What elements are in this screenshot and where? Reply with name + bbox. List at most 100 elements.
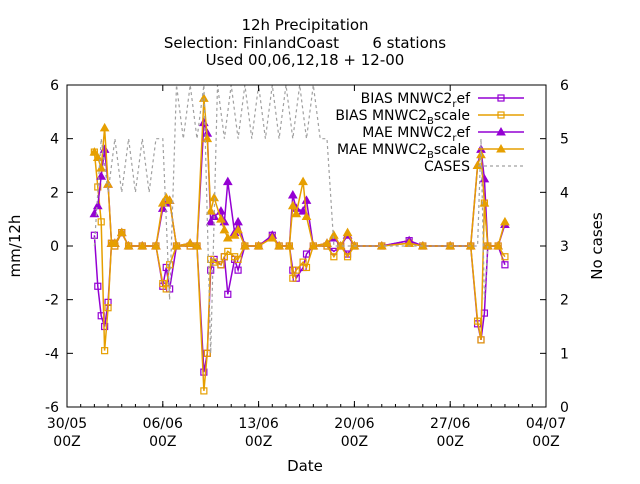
x-tick-label-hour: 00Z <box>245 434 272 450</box>
y2-tick-label: 2 <box>560 293 569 309</box>
data-point <box>302 263 311 272</box>
data-point <box>222 232 233 242</box>
data-point <box>292 266 300 274</box>
data-point <box>192 240 202 250</box>
y-tick-label: 6 <box>50 78 59 94</box>
x-tick-label-date: 04/07 <box>526 416 566 432</box>
chart-title: 12h Precipitation Selection: FinlandCoas… <box>164 16 446 69</box>
x-tick-label-date: 13/06 <box>238 416 278 432</box>
y-tick-label: -4 <box>45 346 59 362</box>
data-point <box>203 349 211 357</box>
data-point <box>501 261 509 269</box>
y-axis-label: mm/12h <box>6 215 24 278</box>
y-tick-label: 4 <box>50 132 59 148</box>
y2-tick-label: 5 <box>560 132 569 148</box>
x-tick-label-hour: 00Z <box>53 434 80 450</box>
data-point <box>99 122 110 132</box>
x-tick-label-date: 27/06 <box>430 416 470 432</box>
data-point <box>500 216 510 226</box>
data-point <box>166 261 174 269</box>
series-line <box>93 98 506 248</box>
data-point <box>482 240 493 250</box>
data-point <box>137 240 148 250</box>
data-point <box>501 253 509 261</box>
data-point <box>222 176 233 186</box>
data-point <box>157 203 168 212</box>
x-tick-label-hour: 00Z <box>436 434 463 450</box>
title-line-1: 12h Precipitation <box>241 16 368 34</box>
data-point <box>217 261 225 269</box>
data-point <box>301 195 312 204</box>
data-point <box>219 224 230 234</box>
x-axis-label: Date <box>287 457 323 475</box>
data-point <box>229 230 240 239</box>
data-point <box>92 152 103 161</box>
series-line <box>93 230 506 373</box>
data-point <box>289 274 297 282</box>
data-point <box>253 240 264 250</box>
data-point <box>233 216 243 226</box>
data-point <box>157 198 168 207</box>
data-point <box>298 176 308 186</box>
x-tick-label-date: 30/05 <box>47 416 87 432</box>
data-point <box>234 255 242 264</box>
data-point <box>164 195 175 204</box>
title-line-2: Selection: FinlandCoast 6 stations <box>164 34 446 52</box>
data-point <box>477 336 485 344</box>
y-tick-label: 2 <box>50 185 59 201</box>
data-point <box>342 227 353 237</box>
data-point <box>171 240 182 250</box>
legend-entry: CASES <box>424 159 524 175</box>
data-point <box>298 206 308 215</box>
axes: -6 -4 -2 0 2 4 6 0 1 2 3 4 5 6 30/05 00Z 06/06 00Z 13/06 00… <box>45 78 569 450</box>
data-point <box>343 253 352 261</box>
x-tick-label-date: 20/06 <box>334 416 374 432</box>
legend-label: MAE MNWC2Bscale <box>337 142 470 161</box>
data-point <box>200 387 208 395</box>
data-point <box>322 238 332 247</box>
title-line-3: Used 00,06,12,18 + 12-00 <box>206 51 405 69</box>
data-point <box>473 317 482 325</box>
series-line <box>93 84 489 354</box>
series-cases <box>93 84 489 354</box>
data-point <box>101 347 109 355</box>
legend-marker <box>497 94 505 102</box>
data-point <box>267 232 278 242</box>
y-tick-label: -6 <box>45 400 59 416</box>
y2-axis-label: No cases <box>588 212 606 280</box>
data-point <box>104 304 112 312</box>
data-point <box>291 208 302 218</box>
x-tick-label-hour: 00Z <box>341 434 368 450</box>
data-point <box>224 247 232 255</box>
data-point <box>284 240 295 250</box>
legend-label: BIAS MNWC2Bscale <box>335 108 470 127</box>
legend-marker <box>496 143 506 153</box>
data-point <box>205 216 216 226</box>
data-point <box>301 211 312 220</box>
y2-tick-label: 4 <box>560 185 569 201</box>
data-point <box>151 240 161 250</box>
data-point <box>224 290 232 298</box>
data-point <box>89 147 100 156</box>
data-point <box>330 253 338 261</box>
legend-label: CASES <box>424 159 470 175</box>
x-tick-label-date: 06/06 <box>143 416 183 432</box>
y-tick-label: -2 <box>45 293 59 309</box>
data-point <box>233 224 243 234</box>
data-point <box>123 240 134 250</box>
y2-tick-label: 1 <box>560 346 569 362</box>
y2-tick-label: 0 <box>560 400 569 416</box>
legend-label: BIAS MNWC2ref <box>361 91 471 110</box>
data-point <box>94 282 102 290</box>
x-tick-label-hour: 00Z <box>149 434 176 450</box>
data-point <box>97 218 105 226</box>
x-tick-label-hour: 00Z <box>532 434 559 450</box>
data-point <box>205 206 216 215</box>
legend-entry: MAE MNWC2ref <box>362 125 524 144</box>
legend-entry: BIAS MNWC2ref <box>361 91 524 110</box>
series-mae-mnwc2bscale <box>89 93 510 250</box>
data-point <box>240 240 250 250</box>
